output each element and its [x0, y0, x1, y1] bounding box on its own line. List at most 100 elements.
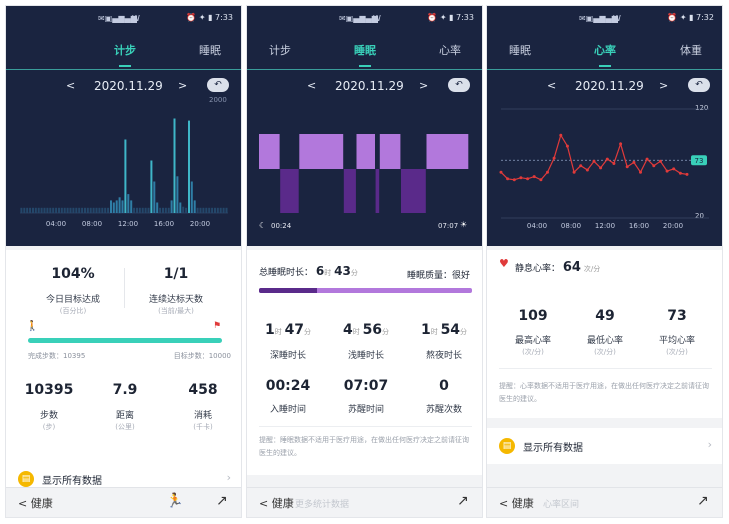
step-bar: [110, 200, 112, 213]
sleep-summary: 总睡眠时长： 6时 43分 睡眠质量：很好 1时 47分 深睡时长 4时 56分…: [247, 250, 482, 475]
hr-point: [519, 176, 523, 180]
tab-sleep[interactable]: 睡眠: [199, 44, 221, 57]
avg-hr-label: 平均心率: [658, 336, 695, 346]
light-sleep-block: [356, 134, 375, 169]
wake-time-label: 苏醒时间: [347, 405, 384, 415]
next-day-button[interactable]: >: [178, 79, 188, 92]
step-bar: [29, 207, 32, 214]
prev-day-button[interactable]: <: [307, 79, 317, 92]
heart-rate-disclaimer: 提醒：心率数据不适用于医疗用途，在做出任何医疗决定之前请征询医生的建议。: [499, 382, 709, 403]
tab-sleep[interactable]: 睡眠: [354, 44, 376, 67]
resting-hr-value: 64: [562, 260, 581, 275]
metric-steps-label: 步数: [39, 411, 58, 421]
back-button[interactable]: < 健康: [18, 497, 53, 510]
minute-unit: 分: [460, 328, 468, 336]
step-bar: [20, 207, 23, 214]
return-today-button[interactable]: ↶: [688, 78, 710, 92]
wake-count: 0: [439, 378, 449, 394]
step-bar: [202, 207, 205, 214]
hr-point: [526, 177, 530, 181]
hr-point: [639, 170, 642, 174]
tab-sleep[interactable]: 睡眠: [509, 44, 531, 57]
return-today-button[interactable]: ↶: [207, 78, 229, 92]
walker-icon: 🚶: [26, 321, 39, 332]
steps-chart-area: ✉▣▄▆▄▆ W ⏰ ✦ ▮ 7:33 计步 睡眠 < 2020.11.29 > ↶…: [6, 6, 241, 246]
prev-day-button[interactable]: <: [66, 79, 76, 92]
tab-steps[interactable]: 计步: [269, 44, 291, 57]
total-sleep: 总睡眠时长： 6时 43分: [259, 264, 358, 278]
date-nav: < 2020.11.29 > ↶: [487, 78, 722, 98]
share-icon[interactable]: ↗: [216, 493, 228, 509]
data-icon: ▤: [18, 471, 34, 487]
hr-point: [599, 166, 603, 170]
step-bar: [75, 207, 78, 214]
step-bar: [170, 200, 173, 213]
tab-bar: 计步 睡眠: [6, 36, 241, 70]
hr-point: [512, 178, 516, 182]
step-bar: [89, 207, 92, 214]
light-sleep-block: [259, 134, 280, 169]
steps-progress-track: [28, 338, 222, 343]
sleep-end-label: 07:07: [438, 222, 459, 230]
step-bar: [23, 207, 26, 214]
divider: [124, 268, 125, 308]
deep-sleep-block: [401, 169, 426, 213]
step-bar: [72, 207, 75, 214]
sleep-quality-value: 很好: [451, 271, 470, 281]
hr-average-badge: [691, 155, 707, 166]
show-all-data-row[interactable]: ▤ 显示所有数据 ›: [487, 428, 722, 464]
return-today-button[interactable]: ↶: [448, 78, 470, 92]
step-bar: [219, 207, 222, 214]
light-sleep: 4时 56分: [327, 322, 405, 338]
hr-point: [678, 171, 682, 175]
resting-hr-unit: 次/分: [583, 265, 601, 273]
sleep-ratio-bar: [259, 288, 472, 293]
workout-icon[interactable]: 🏃: [166, 493, 184, 509]
minute-unit: 分: [350, 269, 358, 277]
step-bar: [216, 207, 219, 214]
step-bar: [136, 207, 138, 214]
next-day-button[interactable]: >: [419, 79, 429, 92]
back-button[interactable]: < 健康: [259, 497, 294, 510]
tab-heart-rate[interactable]: 心率: [594, 44, 616, 67]
step-bar: [98, 207, 101, 214]
hr-point: [652, 164, 656, 168]
hour-unit: 时: [430, 328, 438, 336]
tab-heart-rate[interactable]: 心率: [439, 44, 461, 57]
step-bar: [144, 207, 147, 214]
hour-unit: 时: [352, 328, 360, 336]
fall-asleep-label: 入睡时间: [269, 405, 306, 415]
share-icon[interactable]: ↗: [697, 493, 709, 509]
light-m: 56: [362, 322, 383, 338]
status-w: W: [373, 14, 381, 23]
tab-weight[interactable]: 体重: [680, 44, 702, 57]
hr-point: [579, 164, 583, 168]
tab-steps[interactable]: 计步: [114, 44, 136, 67]
x-tick-label: 04:00: [46, 220, 66, 228]
share-icon[interactable]: ↗: [457, 493, 469, 509]
prev-day-button[interactable]: <: [547, 79, 557, 92]
back-label: 健康: [511, 497, 534, 510]
hr-point: [499, 170, 503, 174]
step-bar: [141, 207, 144, 214]
metric-distance-unit: (公里): [115, 423, 135, 431]
step-bar: [182, 206, 185, 213]
step-bar: [222, 207, 225, 214]
chevron-right-icon: ›: [707, 438, 712, 451]
status-bar: ✉▣▄▆▄▆ W ⏰ ✦ ▮ 7:32: [487, 12, 722, 26]
min-hr-unit: (次/分): [594, 348, 616, 356]
back-button[interactable]: < 健康: [499, 497, 534, 510]
status-signal: ✉▣▄▆▄▆: [339, 14, 378, 23]
bottom-bar: < 健康 更多统计数据 ↗: [247, 487, 482, 517]
step-bar: [208, 207, 211, 214]
date-nav: < 2020.11.29 > ↶: [247, 78, 482, 98]
step-bar: [32, 207, 34, 214]
step-bar: [52, 207, 55, 214]
step-bar: [49, 207, 52, 214]
hr-point: [619, 142, 623, 146]
sun-icon: ☀: [460, 220, 468, 229]
light-sleep-label: 浅睡时长: [347, 351, 384, 361]
heart-rate-summary: ♥ 静息心率： 64 次/分 109 最高心率 (次/分) 49 最低心率 (次…: [487, 250, 722, 418]
metric-calories-label: 消耗: [193, 411, 212, 421]
next-day-button[interactable]: >: [659, 79, 669, 92]
